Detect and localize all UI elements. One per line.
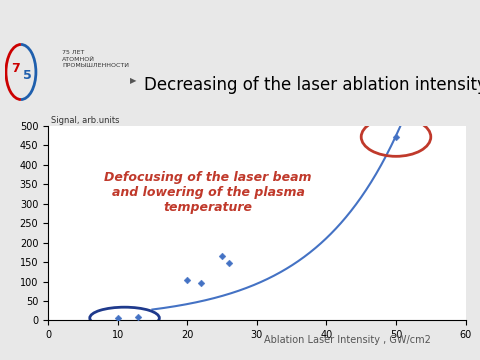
Text: Signal, arb.units: Signal, arb.units (51, 116, 120, 125)
Point (225, 260, 233, 266)
Text: 5: 5 (24, 69, 32, 82)
Text: 7: 7 (11, 62, 20, 75)
Point (392, 134, 400, 140)
Text: ▶: ▶ (130, 76, 136, 85)
Point (134, 314, 142, 320)
Text: Defocusing of the laser beam
and lowering of the plasma
temperature: Defocusing of the laser beam and lowerin… (104, 171, 312, 213)
Text: Ablation Laser Intensity , GW/cm2: Ablation Laser Intensity , GW/cm2 (264, 335, 431, 345)
Point (114, 316, 121, 321)
Point (183, 277, 191, 283)
Text: 75 ЛЕТ
АТОМНОЙ
ПРОМЫШЛЕННОСТИ: 75 ЛЕТ АТОМНОЙ ПРОМЫШЛЕННОСТИ (62, 50, 130, 68)
Point (218, 253, 226, 259)
Text: Decreasing of the laser ablation intensity: Decreasing of the laser ablation intensi… (144, 76, 480, 94)
Point (197, 280, 205, 286)
